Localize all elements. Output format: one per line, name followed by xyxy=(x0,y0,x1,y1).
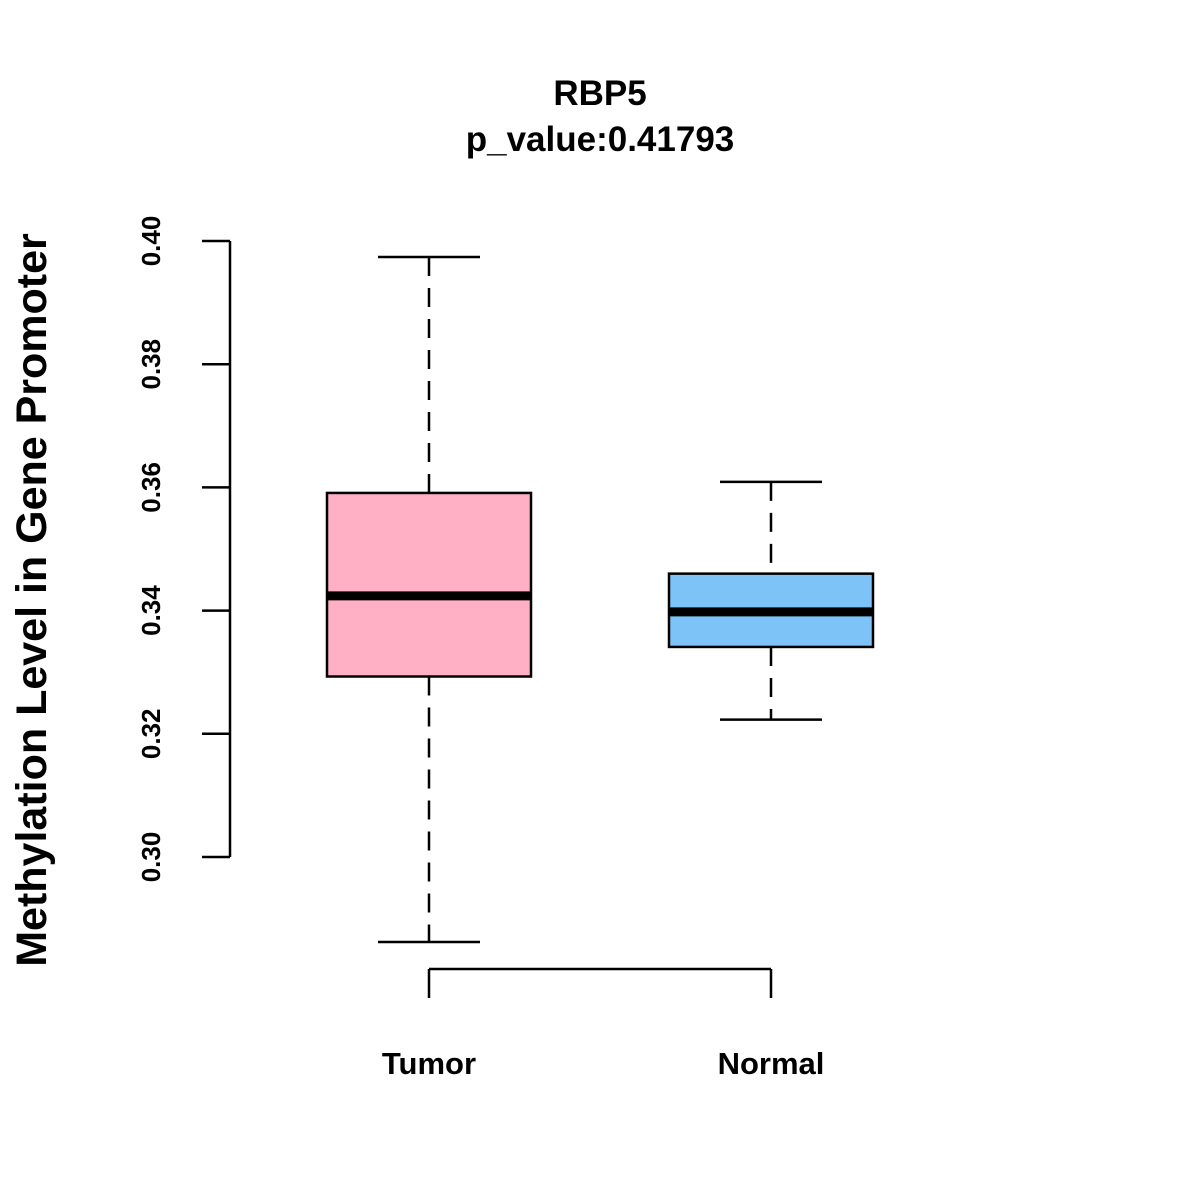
box-tumor xyxy=(325,255,533,944)
y-tick-label: 0.30 xyxy=(136,832,166,883)
y-tick-label: 0.34 xyxy=(136,585,166,636)
iqr-box xyxy=(325,491,533,678)
y-axis: 0.30 0.32 0.34 0.36 0.38 0.40 xyxy=(136,216,232,883)
y-tick-label: 0.38 xyxy=(136,339,166,390)
y-tick-label: 0.32 xyxy=(136,708,166,759)
y-axis-label: Methylation Level in Gene Promoter xyxy=(8,233,56,967)
chart-subtitle: p_value:0.41793 xyxy=(466,120,735,159)
x-axis: Tumor Normal xyxy=(382,967,825,1081)
chart-title: RBP5 xyxy=(553,74,646,113)
x-tick-label: Normal xyxy=(718,1046,825,1081)
x-tick-label: Tumor xyxy=(382,1046,476,1081)
y-tick-label: 0.36 xyxy=(136,462,166,513)
box-normal xyxy=(667,480,875,721)
y-tick-label: 0.40 xyxy=(136,216,166,267)
boxes xyxy=(325,255,875,944)
